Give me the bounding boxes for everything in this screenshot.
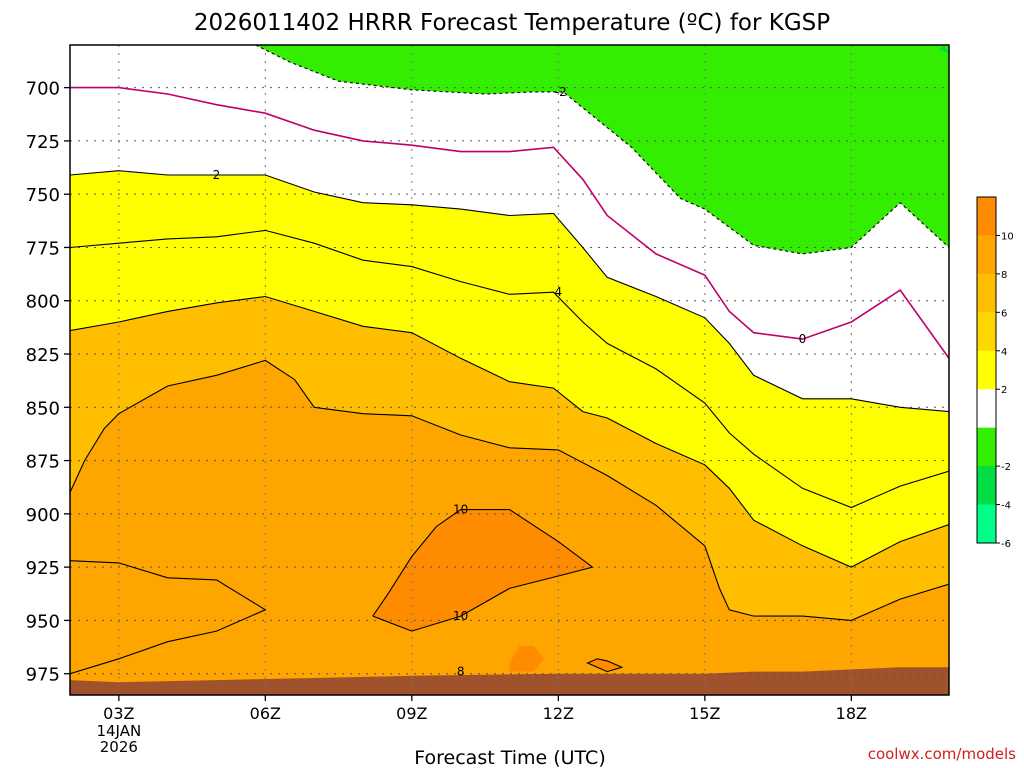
contour-label-2: 2 [213, 168, 221, 182]
y-axis: 700 725 750 775 800 825 850 875 900 925 950 975 [26, 79, 70, 686]
x-tick-label-06Z: 06Z [250, 704, 281, 723]
x-tick-sublabel-1: 2026 [100, 738, 138, 756]
x-tick-label-12Z: 12Z [543, 704, 574, 723]
colorbar-segment-4 [977, 350, 996, 390]
y-tick-label-775: 775 [26, 238, 60, 259]
colorbar-segment-6 [977, 427, 996, 467]
contour-label-10-lower: 10 [453, 609, 468, 623]
colorbar-segment-3 [977, 312, 996, 352]
contour-10-7 [372, 509, 594, 632]
x-tick-sublabel-0: 14JAN [96, 722, 141, 740]
y-tick-label-725: 725 [26, 132, 60, 153]
colorbar-label-8: 8 [1001, 270, 1007, 281]
plot-area [70, 45, 949, 695]
contour-4-3 [70, 229, 949, 509]
colorbar-segment-7 [977, 466, 996, 506]
band-10-plus-center [372, 509, 593, 632]
y-tick-label-900: 900 [26, 505, 60, 526]
colorbar-segment-2 [977, 273, 996, 313]
colorbar-label--2: -2 [1001, 462, 1011, 473]
y-tick-label-850: 850 [26, 398, 60, 419]
y-tick-label-875: 875 [26, 452, 60, 473]
colorbar-segment-0 [977, 197, 996, 236]
x-tick-label-18Z: 18Z [836, 704, 867, 723]
contour-lines [70, 45, 949, 675]
contour-0-1 [70, 86, 949, 359]
ground-layer [70, 667, 949, 695]
colorbar-label--4: -4 [1001, 501, 1011, 512]
colorbar-label-10: 10 [1001, 231, 1014, 242]
plot-frame [69, 44, 950, 696]
contour-8-8 [586, 658, 624, 673]
y-tick-label-750: 750 [26, 185, 60, 206]
chart-title: 2026011402 HRRR Forecast Temperature (ºC… [194, 10, 830, 36]
colorbar-label-2: 2 [1001, 385, 1007, 396]
contour-label-7: 10 [453, 503, 468, 517]
colorbar-label-6: 6 [1001, 308, 1007, 319]
colorbar: 10 8 6 4 2 -2 -4 -6 [976, 196, 1014, 550]
contour-8-5 [70, 359, 949, 621]
band-minus2-to-minus4 [255, 45, 949, 254]
contour-6-4 [70, 295, 949, 568]
y-tick-label-925: 925 [26, 558, 60, 579]
contour-minus2-0 [255, 45, 949, 255]
contour-label-6: 8 [457, 665, 465, 679]
y-tick-label-950: 950 [26, 611, 60, 632]
colorbar-label-4: 4 [1001, 347, 1007, 358]
contour-labels: -2 0 2 4 8 10 10 [213, 85, 807, 679]
contour-label-3: 4 [555, 285, 563, 299]
colorbar-segment-8 [977, 504, 996, 544]
colorbar-segment-5 [977, 389, 996, 429]
contour-2-2 [70, 170, 949, 413]
credit-text: coolwx.com/models [868, 745, 1016, 763]
colorbar-frame [976, 196, 997, 544]
colorbar-segment-1 [977, 235, 996, 275]
contour-label-1: 0 [799, 332, 807, 346]
colorbar-label--6: -6 [1001, 539, 1011, 550]
x-axis-title: Forecast Time (UTC) [414, 747, 605, 768]
x-tick-label-15Z: 15Z [689, 704, 720, 723]
y-tick-label-700: 700 [26, 79, 60, 100]
contour-label-0: -2 [555, 85, 567, 99]
contour-8-6 [70, 560, 267, 675]
x-tick-label-03Z: 03Z [103, 704, 134, 723]
y-tick-label-800: 800 [26, 292, 60, 313]
y-tick-label-825: 825 [26, 345, 60, 366]
x-tick-label-09Z: 09Z [396, 704, 427, 723]
band-minus4-to-minus6 [939, 45, 949, 54]
y-tick-label-975: 975 [26, 665, 60, 686]
